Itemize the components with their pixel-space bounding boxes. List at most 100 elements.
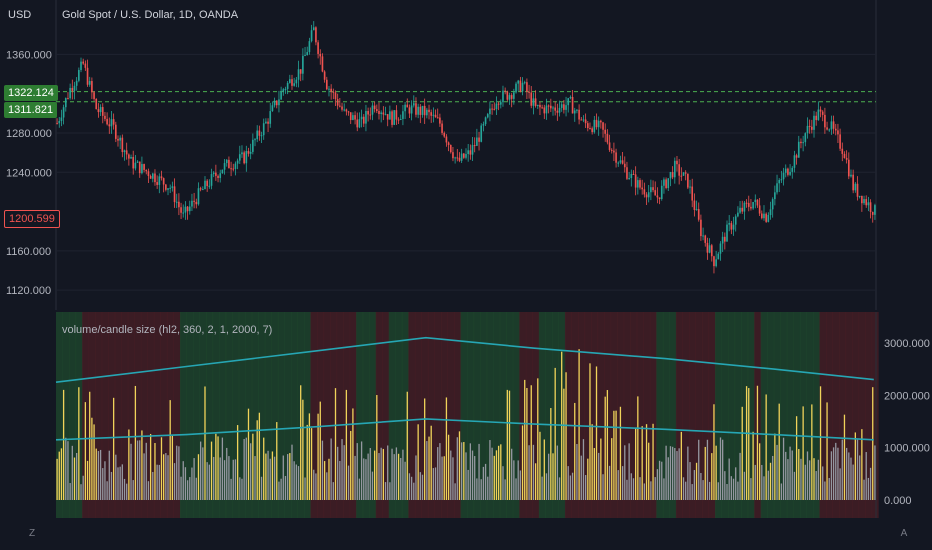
volume-bar xyxy=(365,459,367,500)
candle-body xyxy=(173,186,176,203)
volume-bar xyxy=(621,466,624,500)
candle-body xyxy=(791,167,794,172)
candle-body xyxy=(410,105,413,114)
candle-body xyxy=(850,174,852,177)
volume-bar xyxy=(874,445,876,500)
volume-bar xyxy=(676,451,678,500)
candle-body xyxy=(417,106,419,115)
candle-body xyxy=(149,175,152,179)
candle-body xyxy=(784,168,787,173)
volume-bar xyxy=(447,434,450,500)
candle-body xyxy=(689,186,691,188)
volume-bar xyxy=(780,483,783,500)
volume-bar xyxy=(330,438,332,500)
candle-body xyxy=(758,205,761,214)
volume-bar xyxy=(872,387,874,500)
volume-bar xyxy=(530,385,532,500)
volume-bar xyxy=(186,480,189,500)
volume-bar xyxy=(689,462,691,500)
volume-bar xyxy=(617,470,619,500)
volume-bar xyxy=(735,467,737,500)
candle-body xyxy=(356,119,359,128)
volume-bg-band xyxy=(88,312,96,518)
volume-bg-band xyxy=(460,312,468,518)
volume-bg-band xyxy=(101,312,109,518)
volume-bar xyxy=(62,389,65,500)
volume-bar xyxy=(828,477,830,500)
symbol-title[interactable]: Gold Spot / U.S. Dollar, 1D, OANDA xyxy=(62,9,239,21)
volume-bar xyxy=(824,481,826,500)
volume-bg-band xyxy=(434,312,442,518)
volume-bar xyxy=(165,453,167,500)
candle-body xyxy=(837,130,839,135)
candle-body xyxy=(434,114,437,118)
volume-bg-band xyxy=(173,312,181,518)
volume-bar xyxy=(661,461,663,500)
volume-bar xyxy=(532,444,535,500)
candle-body xyxy=(861,195,863,204)
volume-bg-band xyxy=(153,312,161,518)
volume-bar xyxy=(158,464,160,500)
candle-body xyxy=(591,128,593,133)
auto-scale-button[interactable]: A xyxy=(900,528,908,539)
candle-body xyxy=(702,235,704,237)
volume-bar xyxy=(108,450,110,500)
candle-body xyxy=(743,202,746,212)
candle-body xyxy=(737,212,739,217)
volume-bg-band xyxy=(258,312,266,518)
candle-body xyxy=(854,183,857,191)
price-chart[interactable]: 1360.000 1280.000 1240.000 1160.000 1120.000 xyxy=(0,0,932,312)
candle-body xyxy=(580,119,583,121)
volume-bar xyxy=(785,451,787,500)
candle-body xyxy=(114,124,117,139)
candle-body xyxy=(732,224,735,230)
indicator-label[interactable]: volume/candle size (hl2, 360, 2, 1, 2000… xyxy=(62,324,273,336)
volume-bar xyxy=(456,437,458,500)
zoom-button[interactable]: Z xyxy=(28,528,36,539)
candle-body xyxy=(645,194,648,198)
volume-bar xyxy=(356,443,358,500)
volume-bg-band xyxy=(701,312,710,518)
volume-bar xyxy=(236,425,239,500)
volume-bar xyxy=(654,477,656,500)
candle-body xyxy=(419,106,422,115)
candle-body xyxy=(830,121,833,130)
candle-body xyxy=(552,107,554,109)
candle-body xyxy=(462,153,465,158)
volume-bg-band xyxy=(264,312,272,518)
volume-bar xyxy=(228,456,230,500)
candle-body xyxy=(491,108,493,110)
candle-body xyxy=(847,159,850,177)
candle-body xyxy=(215,172,217,176)
candle-body xyxy=(445,136,448,143)
volume-bar xyxy=(184,467,187,500)
candle-body xyxy=(345,109,348,112)
last-price-tag: 1200.599 xyxy=(4,210,60,228)
volume-bar xyxy=(424,398,426,500)
candle-body xyxy=(841,148,844,154)
candle-body xyxy=(747,203,750,207)
volume-bar xyxy=(737,481,739,500)
volume-indicator-chart[interactable]: 3000.0002000.0001000.0000.000Nov2014MarM… xyxy=(0,312,932,522)
candle-body xyxy=(367,111,369,115)
candle-body xyxy=(426,109,428,116)
candle-body xyxy=(815,115,818,121)
candle-body xyxy=(78,70,80,81)
volume-bg-band xyxy=(238,312,246,518)
candle-body xyxy=(256,130,259,140)
candle-body xyxy=(125,150,128,155)
volume-bg-band xyxy=(395,312,403,518)
volume-bar xyxy=(419,472,421,500)
volume-bar xyxy=(537,378,539,500)
candle-body xyxy=(802,142,804,144)
candle-body xyxy=(232,168,235,170)
candle-body xyxy=(273,100,276,106)
candle-body xyxy=(724,236,726,242)
volume-bar xyxy=(769,462,772,500)
candle-body xyxy=(469,150,472,155)
candle-body xyxy=(569,96,572,99)
volume-bar xyxy=(58,451,60,500)
volume-bar xyxy=(243,438,245,500)
volume-bar xyxy=(658,460,661,500)
candle-body xyxy=(110,119,113,127)
